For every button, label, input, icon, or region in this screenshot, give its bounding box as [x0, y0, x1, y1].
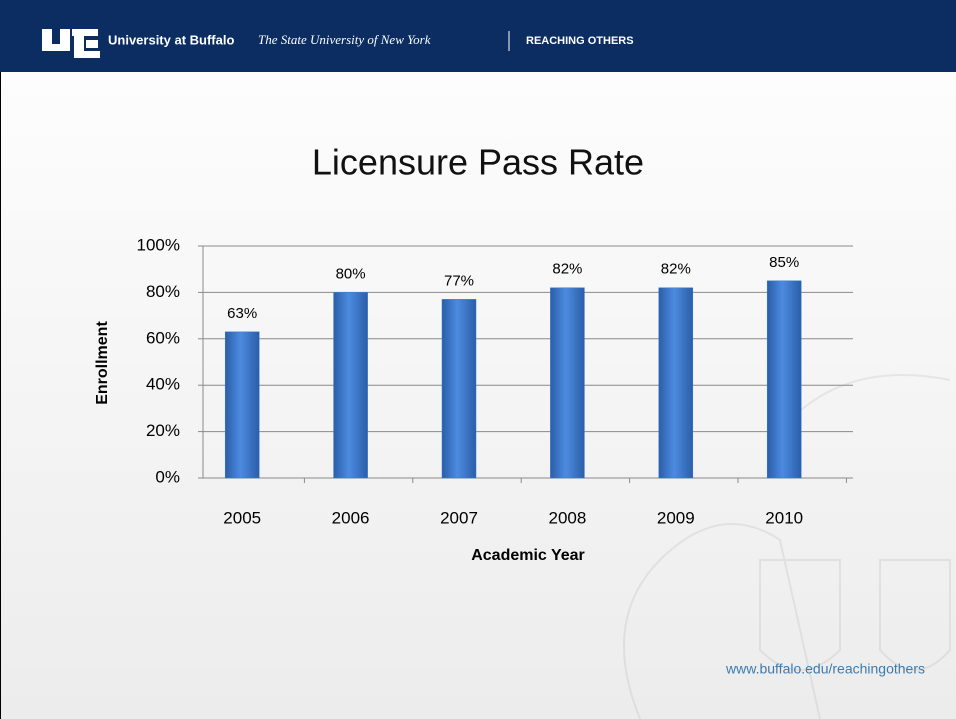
bar	[766, 280, 802, 479]
x-tick-label: 2009	[657, 508, 695, 527]
y-tick-label: 40%	[146, 375, 180, 394]
x-tick-label: 2005	[223, 508, 261, 527]
slogan: REACHING OTHERS	[526, 35, 634, 47]
ub-logo	[42, 29, 100, 58]
x-tick-label: 2008	[548, 508, 586, 527]
bar	[224, 331, 260, 479]
chart-title: Licensure Pass Rate	[312, 142, 644, 183]
data-label: 85%	[769, 254, 799, 271]
x-tick-label: 2007	[440, 508, 478, 527]
data-label: 77%	[444, 272, 474, 289]
data-label: 63%	[227, 305, 257, 322]
footer-url: www.buffalo.edu/reachingothers	[725, 661, 925, 677]
y-axis-title: Enrollment	[94, 321, 111, 405]
y-tick-label: 80%	[146, 282, 180, 301]
bar	[550, 287, 585, 479]
x-tick-label: 2010	[765, 508, 803, 527]
y-tick-label: 0%	[155, 467, 180, 486]
bar	[441, 299, 477, 479]
y-tick-label: 100%	[137, 235, 180, 254]
bar	[333, 292, 368, 479]
data-label: 80%	[336, 265, 366, 282]
data-label: 82%	[661, 261, 691, 278]
university-name: University at Buffalo	[108, 32, 234, 47]
watermark	[623, 374, 951, 719]
bar	[658, 287, 694, 479]
x-tick-label: 2006	[332, 508, 370, 527]
header-bar	[0, 0, 956, 72]
y-tick-label: 20%	[146, 421, 180, 440]
data-label: 82%	[552, 261, 582, 278]
y-tick-label: 60%	[146, 328, 180, 347]
x-axis-title: Academic Year	[471, 547, 585, 564]
tagline: The State University of New York	[258, 32, 431, 47]
